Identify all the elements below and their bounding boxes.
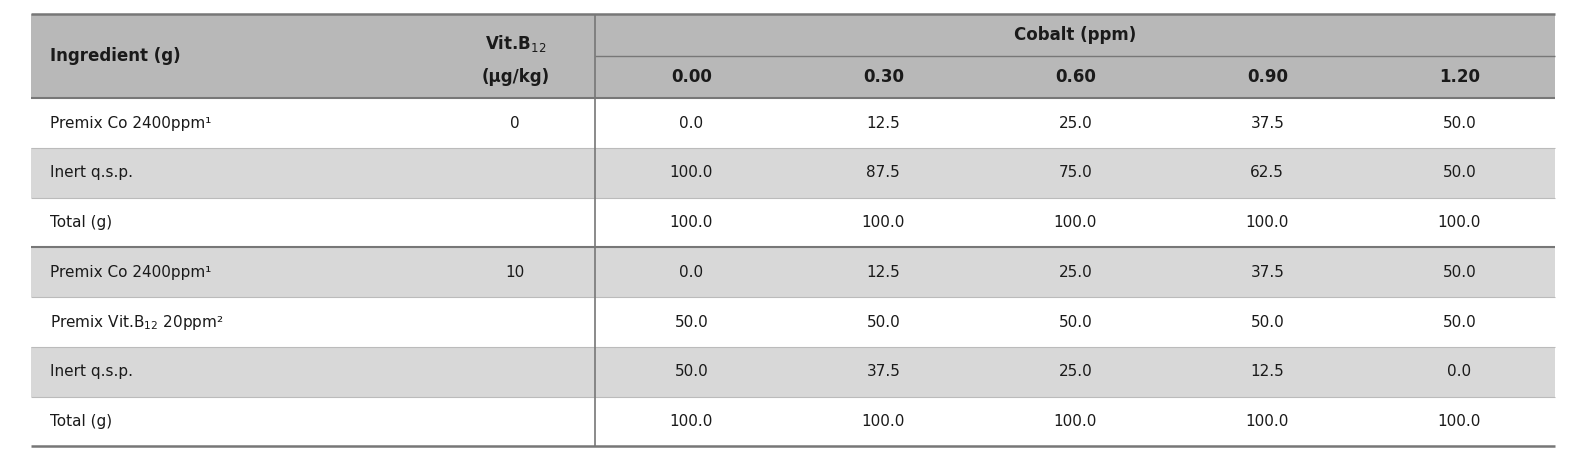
- Bar: [31, 347, 1555, 397]
- Text: Premix Co 2400ppm¹: Premix Co 2400ppm¹: [50, 265, 212, 280]
- Text: 25.0: 25.0: [1059, 116, 1092, 131]
- Text: 50.0: 50.0: [1442, 314, 1477, 330]
- Text: 50.0: 50.0: [674, 364, 709, 379]
- Text: 0.0: 0.0: [1447, 364, 1472, 379]
- Text: 37.5: 37.5: [866, 364, 900, 379]
- Text: 12.5: 12.5: [866, 265, 900, 280]
- Text: Premix Co 2400ppm¹: Premix Co 2400ppm¹: [50, 116, 212, 131]
- Text: 100.0: 100.0: [1054, 215, 1097, 230]
- Text: Cobalt (ppm): Cobalt (ppm): [1015, 26, 1136, 44]
- Text: 100.0: 100.0: [1437, 414, 1481, 429]
- Bar: [31, 148, 1555, 198]
- Text: 50.0: 50.0: [1059, 314, 1092, 330]
- Bar: [31, 98, 1555, 148]
- Text: Premix Vit.B$_{12}$ 20ppm²: Premix Vit.B$_{12}$ 20ppm²: [50, 312, 225, 332]
- Text: 100.0: 100.0: [1437, 215, 1481, 230]
- Text: Vit.B$_{12}$: Vit.B$_{12}$: [484, 33, 545, 54]
- Text: 0.0: 0.0: [679, 116, 704, 131]
- Text: Total (g): Total (g): [50, 215, 113, 230]
- Text: 12.5: 12.5: [1251, 364, 1284, 379]
- Text: 0.30: 0.30: [862, 68, 903, 86]
- Text: 25.0: 25.0: [1059, 364, 1092, 379]
- Text: 100.0: 100.0: [669, 414, 713, 429]
- Text: 10: 10: [506, 265, 525, 280]
- Text: Total (g): Total (g): [50, 414, 113, 429]
- Bar: [31, 397, 1555, 446]
- Text: 100.0: 100.0: [1246, 414, 1288, 429]
- Text: 50.0: 50.0: [1251, 314, 1284, 330]
- Text: 50.0: 50.0: [866, 314, 900, 330]
- Text: 62.5: 62.5: [1251, 166, 1284, 180]
- Text: Inert q.s.p.: Inert q.s.p.: [50, 364, 134, 379]
- Text: 25.0: 25.0: [1059, 265, 1092, 280]
- Text: 0.90: 0.90: [1247, 68, 1288, 86]
- Text: 50.0: 50.0: [1442, 116, 1477, 131]
- Bar: [31, 247, 1555, 297]
- Text: 100.0: 100.0: [1246, 215, 1288, 230]
- Text: 37.5: 37.5: [1251, 265, 1284, 280]
- Text: 0.60: 0.60: [1054, 68, 1095, 86]
- Text: 100.0: 100.0: [669, 166, 713, 180]
- Text: 75.0: 75.0: [1059, 166, 1092, 180]
- Text: 0.00: 0.00: [671, 68, 712, 86]
- Text: 50.0: 50.0: [1442, 265, 1477, 280]
- Bar: [31, 198, 1555, 247]
- Text: 1.20: 1.20: [1439, 68, 1480, 86]
- Bar: [31, 297, 1555, 347]
- Text: 100.0: 100.0: [669, 215, 713, 230]
- Text: 12.5: 12.5: [866, 116, 900, 131]
- Text: 0.0: 0.0: [679, 265, 704, 280]
- Text: Ingredient (g): Ingredient (g): [50, 47, 181, 65]
- Text: 100.0: 100.0: [861, 215, 905, 230]
- Text: 50.0: 50.0: [1442, 166, 1477, 180]
- Text: Inert q.s.p.: Inert q.s.p.: [50, 166, 134, 180]
- Text: 37.5: 37.5: [1251, 116, 1284, 131]
- Text: 87.5: 87.5: [866, 166, 900, 180]
- Text: 50.0: 50.0: [674, 314, 709, 330]
- Text: (μg/kg): (μg/kg): [481, 68, 550, 86]
- Text: 100.0: 100.0: [1054, 414, 1097, 429]
- Text: 100.0: 100.0: [861, 414, 905, 429]
- Text: 0: 0: [511, 116, 520, 131]
- Bar: [31, 14, 1555, 98]
